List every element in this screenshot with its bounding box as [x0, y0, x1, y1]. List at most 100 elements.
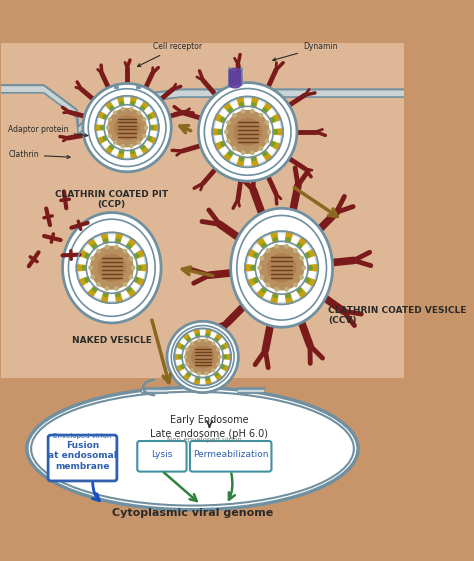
Circle shape: [186, 363, 189, 366]
Wedge shape: [105, 144, 114, 154]
Circle shape: [91, 246, 133, 289]
Circle shape: [263, 151, 267, 155]
Wedge shape: [97, 136, 108, 144]
Circle shape: [263, 108, 267, 112]
Text: Late endosome (pH 6.0): Late endosome (pH 6.0): [150, 429, 268, 439]
Wedge shape: [115, 233, 123, 243]
Wedge shape: [76, 265, 86, 271]
Wedge shape: [194, 329, 200, 337]
Wedge shape: [296, 287, 307, 298]
Circle shape: [205, 339, 208, 342]
Circle shape: [225, 130, 228, 134]
Circle shape: [305, 278, 310, 282]
Circle shape: [179, 355, 182, 358]
Wedge shape: [237, 156, 244, 167]
Circle shape: [219, 356, 221, 358]
Circle shape: [181, 346, 184, 349]
Circle shape: [76, 232, 147, 304]
Circle shape: [248, 234, 315, 301]
Text: Permeabilization: Permeabilization: [193, 450, 268, 459]
Circle shape: [95, 96, 159, 159]
Circle shape: [187, 338, 191, 341]
Circle shape: [129, 275, 133, 279]
Circle shape: [240, 103, 244, 107]
Circle shape: [212, 369, 215, 372]
Circle shape: [120, 102, 123, 105]
Circle shape: [120, 150, 123, 153]
Circle shape: [205, 373, 208, 375]
Ellipse shape: [231, 208, 333, 327]
Circle shape: [275, 287, 279, 291]
Circle shape: [240, 157, 244, 160]
Circle shape: [105, 287, 109, 290]
Circle shape: [97, 283, 100, 286]
Circle shape: [174, 328, 231, 385]
Circle shape: [141, 107, 144, 110]
FancyBboxPatch shape: [1, 43, 404, 378]
Text: CLATHRIN COATED PIT
(CCP): CLATHRIN COATED PIT (CCP): [55, 190, 168, 209]
Circle shape: [302, 266, 305, 269]
Wedge shape: [262, 150, 272, 162]
Wedge shape: [247, 249, 259, 259]
Wedge shape: [101, 233, 108, 243]
Wedge shape: [256, 237, 267, 249]
Polygon shape: [1, 93, 404, 201]
Circle shape: [285, 287, 288, 291]
Circle shape: [137, 141, 140, 144]
Circle shape: [218, 130, 222, 134]
Text: Clathrin: Clathrin: [8, 150, 70, 159]
Wedge shape: [105, 101, 114, 111]
Circle shape: [135, 254, 138, 257]
Circle shape: [273, 293, 277, 297]
Circle shape: [107, 126, 109, 129]
Wedge shape: [223, 150, 234, 162]
Wedge shape: [304, 277, 316, 287]
Wedge shape: [183, 372, 191, 381]
Circle shape: [186, 348, 189, 351]
Circle shape: [221, 142, 225, 146]
Wedge shape: [251, 156, 258, 167]
Wedge shape: [237, 96, 244, 108]
Wedge shape: [130, 149, 137, 159]
Circle shape: [143, 135, 146, 137]
Wedge shape: [140, 144, 149, 154]
Circle shape: [198, 373, 200, 375]
Circle shape: [109, 135, 111, 137]
Wedge shape: [118, 96, 124, 106]
Wedge shape: [140, 101, 149, 111]
Circle shape: [215, 373, 218, 376]
Circle shape: [268, 254, 296, 282]
Circle shape: [305, 254, 310, 257]
Circle shape: [103, 115, 107, 119]
Wedge shape: [87, 238, 98, 249]
Wedge shape: [247, 277, 259, 287]
Circle shape: [266, 249, 270, 252]
Circle shape: [206, 334, 209, 337]
Circle shape: [116, 239, 120, 243]
Circle shape: [191, 342, 193, 345]
Wedge shape: [174, 355, 182, 360]
Circle shape: [110, 107, 113, 110]
Circle shape: [259, 113, 263, 117]
Circle shape: [105, 245, 109, 249]
Circle shape: [123, 250, 127, 253]
Circle shape: [127, 244, 131, 248]
Circle shape: [116, 293, 120, 297]
Text: Fusion
at endosomal
membrane: Fusion at endosomal membrane: [48, 441, 117, 471]
Wedge shape: [270, 114, 281, 123]
Circle shape: [215, 338, 218, 341]
Circle shape: [254, 278, 258, 282]
Circle shape: [227, 121, 230, 125]
Wedge shape: [79, 250, 90, 259]
Circle shape: [115, 116, 139, 140]
Circle shape: [127, 287, 131, 291]
Circle shape: [275, 245, 279, 248]
Circle shape: [221, 346, 224, 349]
Circle shape: [196, 377, 199, 380]
Circle shape: [93, 287, 97, 291]
Wedge shape: [147, 112, 157, 119]
Wedge shape: [308, 265, 319, 271]
Circle shape: [93, 244, 97, 248]
Text: CLATHRIN COATED VESICLE
(CCV): CLATHRIN COATED VESICLE (CCV): [328, 306, 467, 325]
Ellipse shape: [229, 68, 241, 75]
